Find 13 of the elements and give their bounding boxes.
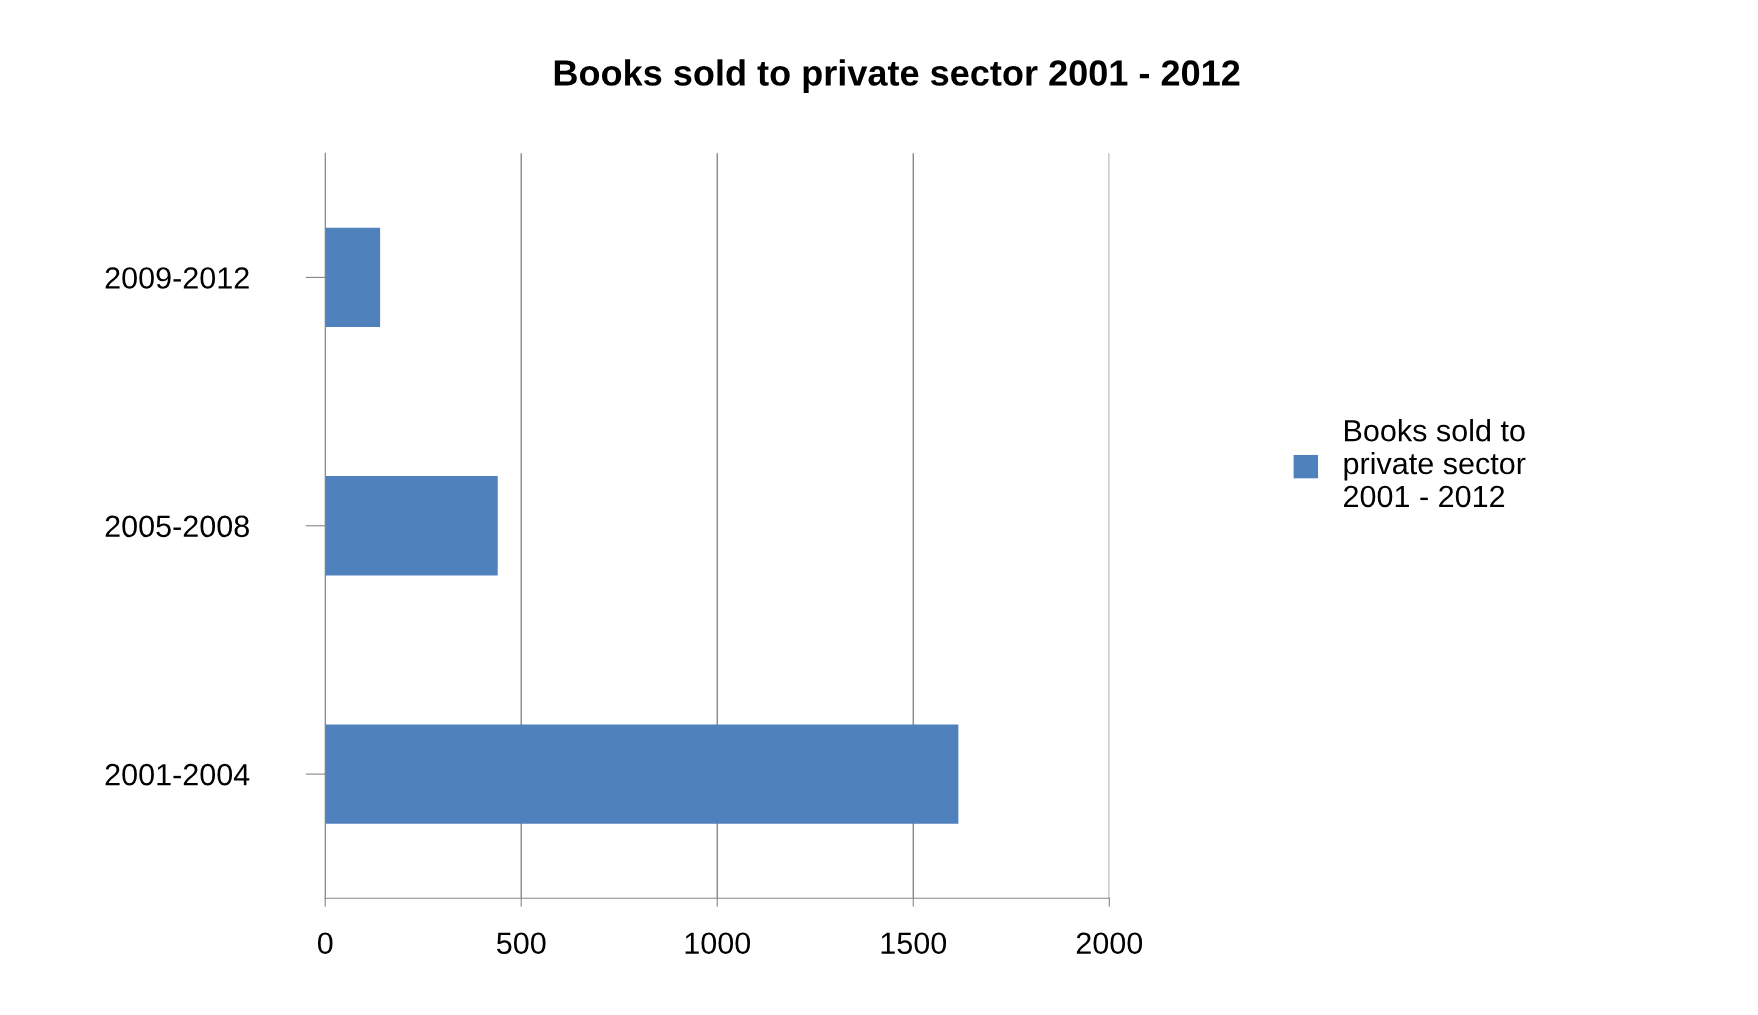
y-tick-label: 2009-2012 (105, 267, 249, 289)
bar (325, 476, 498, 576)
y-tick-label: 2001-2004 (105, 763, 250, 786)
x-tick-label: 1000 (685, 932, 751, 955)
x-tick-label: 0 (317, 932, 333, 955)
chart-title: Books sold to private sector 2001 - 2012 (554, 59, 1240, 93)
legend-label: Books sold to private sector 2001 - 2012 (1344, 419, 1526, 508)
x-tick-label: 2000 (1076, 932, 1143, 955)
y-tick-label: 2005-2008 (105, 515, 249, 538)
x-tick-label: 500 (496, 932, 546, 955)
bar (325, 227, 381, 328)
bar (325, 724, 959, 824)
x-tick-label: 1500 (881, 932, 947, 955)
